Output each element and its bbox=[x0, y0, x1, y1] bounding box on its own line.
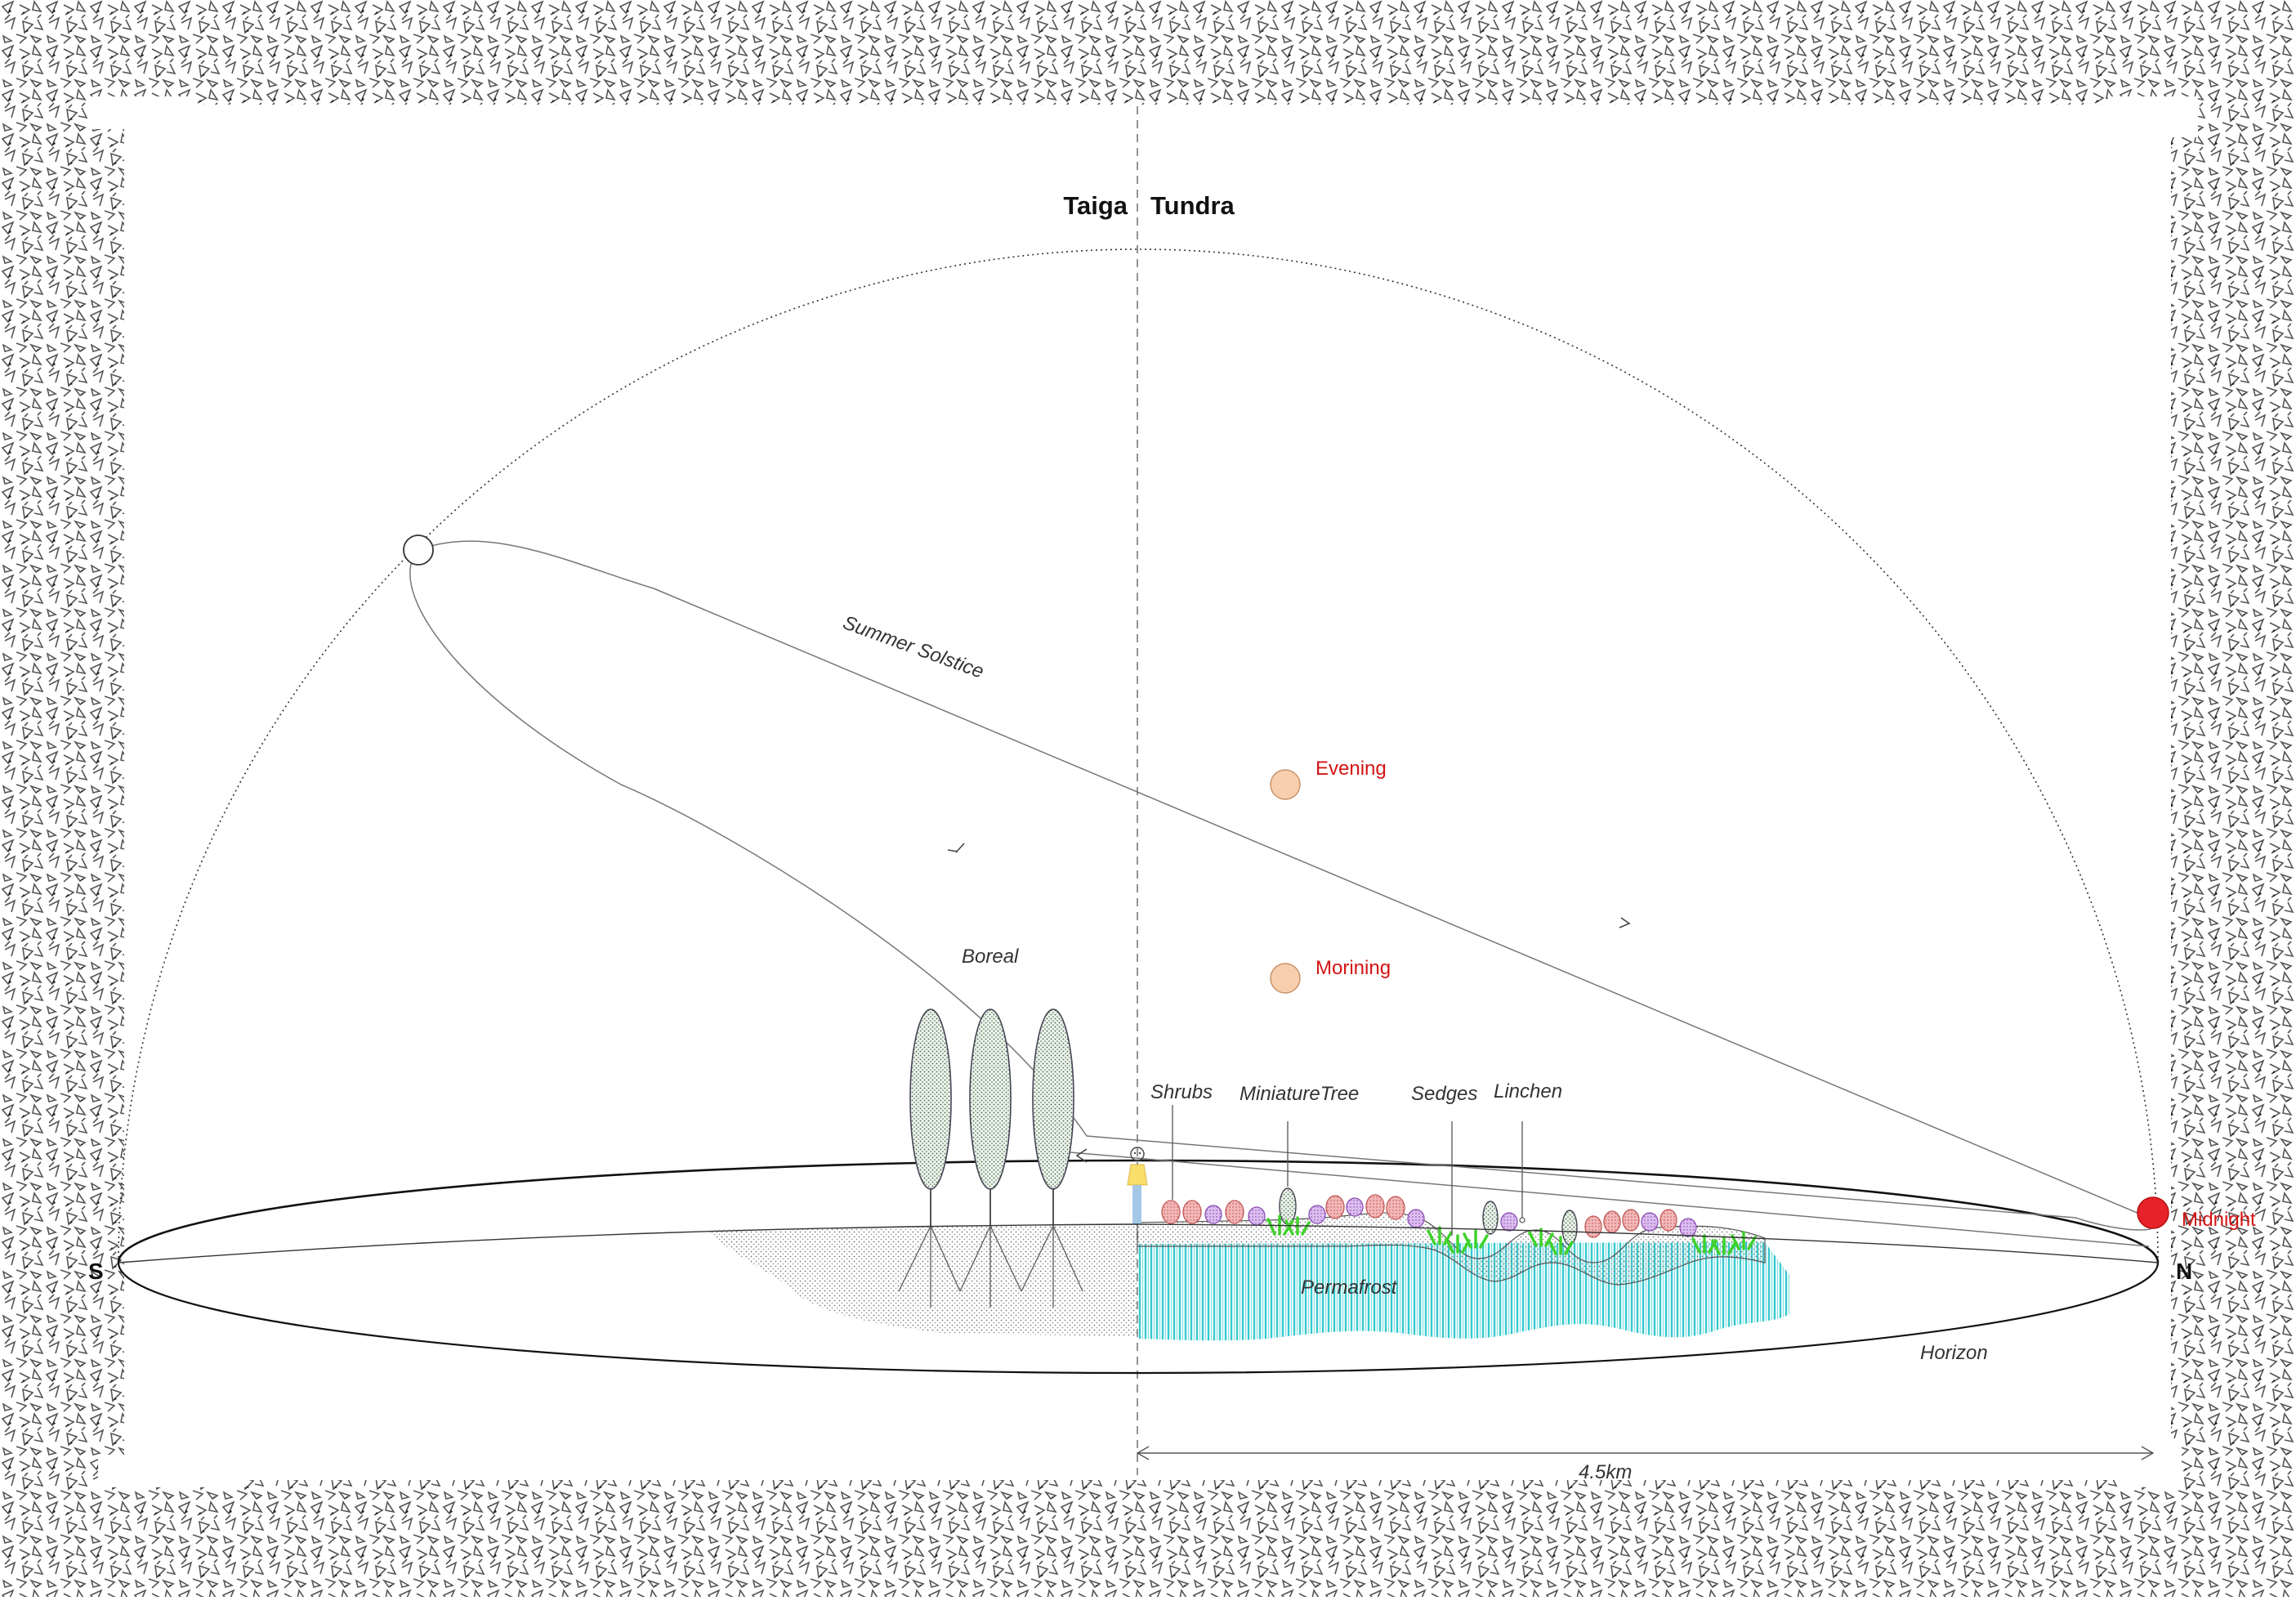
taiga-soil bbox=[707, 1224, 1137, 1336]
tree-icon bbox=[1279, 1187, 1297, 1225]
sun-icon bbox=[1270, 963, 1301, 994]
sedge-icon bbox=[1548, 1236, 1574, 1255]
shrub-icon bbox=[1204, 1205, 1222, 1224]
morning-label: Morining bbox=[1316, 957, 1391, 979]
tundra-heading: Tundra bbox=[1150, 191, 1235, 220]
shrub-icon bbox=[1584, 1215, 1602, 1238]
arrow-icon bbox=[1619, 917, 1631, 928]
lichen-label: Linchen bbox=[1494, 1080, 1562, 1102]
tree-icon bbox=[909, 1008, 952, 1190]
shrub-icon bbox=[1308, 1205, 1326, 1224]
sky-dome bbox=[118, 248, 2159, 1263]
miniature-tree-label: MiniatureTree bbox=[1240, 1083, 1359, 1105]
label-leader-lines bbox=[1172, 1105, 1523, 1236]
tree-icon bbox=[1032, 1008, 1074, 1190]
sun-icon bbox=[2137, 1196, 2169, 1229]
permafrost-label: Permafrost bbox=[1301, 1277, 1398, 1299]
shrub-icon bbox=[1161, 1200, 1181, 1224]
arrow-icon bbox=[1075, 1148, 1088, 1163]
boreal-trees bbox=[909, 1008, 1074, 1226]
shrub-icon bbox=[1603, 1210, 1621, 1233]
sun-icon bbox=[403, 534, 434, 566]
shrub-icon bbox=[1182, 1200, 1202, 1224]
horizon-disk-front bbox=[117, 1262, 2160, 1375]
distance-dimension bbox=[1136, 1446, 2155, 1460]
shrub-icon bbox=[1365, 1194, 1385, 1219]
midnight-label: Midnight bbox=[2182, 1209, 2256, 1231]
tree-icon bbox=[1561, 1210, 1578, 1245]
shrub-icon bbox=[1679, 1218, 1697, 1237]
shrub-icon bbox=[1225, 1200, 1244, 1224]
evening-label: Evening bbox=[1316, 758, 1387, 780]
shrub-icon bbox=[1641, 1212, 1659, 1232]
boreal-label: Boreal bbox=[962, 946, 1019, 968]
shrub-icon bbox=[1346, 1197, 1364, 1217]
solar-path-lower-chord bbox=[1070, 1152, 2150, 1247]
north-label: N bbox=[2176, 1259, 2192, 1284]
shrubs-label: Shrubs bbox=[1150, 1081, 1213, 1103]
tree-roots bbox=[898, 1193, 1083, 1308]
shrub-icon bbox=[1407, 1209, 1425, 1228]
distance-label: 4.5km bbox=[1579, 1461, 1632, 1483]
sedge-icon bbox=[1427, 1226, 1453, 1245]
sedges-label: Sedges bbox=[1411, 1083, 1477, 1105]
south-label: S bbox=[88, 1259, 104, 1284]
sedge-icon bbox=[1463, 1229, 1489, 1249]
person-icon bbox=[1127, 1147, 1148, 1224]
shrub-icon bbox=[1248, 1206, 1266, 1226]
horizon-label: Horizon bbox=[1920, 1342, 1988, 1364]
arrow-icon bbox=[947, 843, 965, 853]
shrub-icon bbox=[1386, 1196, 1405, 1220]
tree-icon bbox=[1482, 1201, 1499, 1235]
horizon-axis bbox=[118, 1223, 2159, 1263]
taiga-heading: Taiga bbox=[1063, 191, 1128, 220]
solar-path-loop bbox=[409, 540, 2156, 1231]
shrub-icon bbox=[1622, 1209, 1640, 1232]
shrub-icon bbox=[1659, 1209, 1677, 1232]
tree-icon bbox=[969, 1008, 1012, 1190]
sun-icon bbox=[1270, 769, 1301, 800]
shrub-icon bbox=[1500, 1212, 1518, 1232]
sedge-icon bbox=[1711, 1236, 1737, 1255]
shrubs bbox=[1161, 1194, 1697, 1238]
shrub-icon bbox=[1325, 1195, 1345, 1219]
